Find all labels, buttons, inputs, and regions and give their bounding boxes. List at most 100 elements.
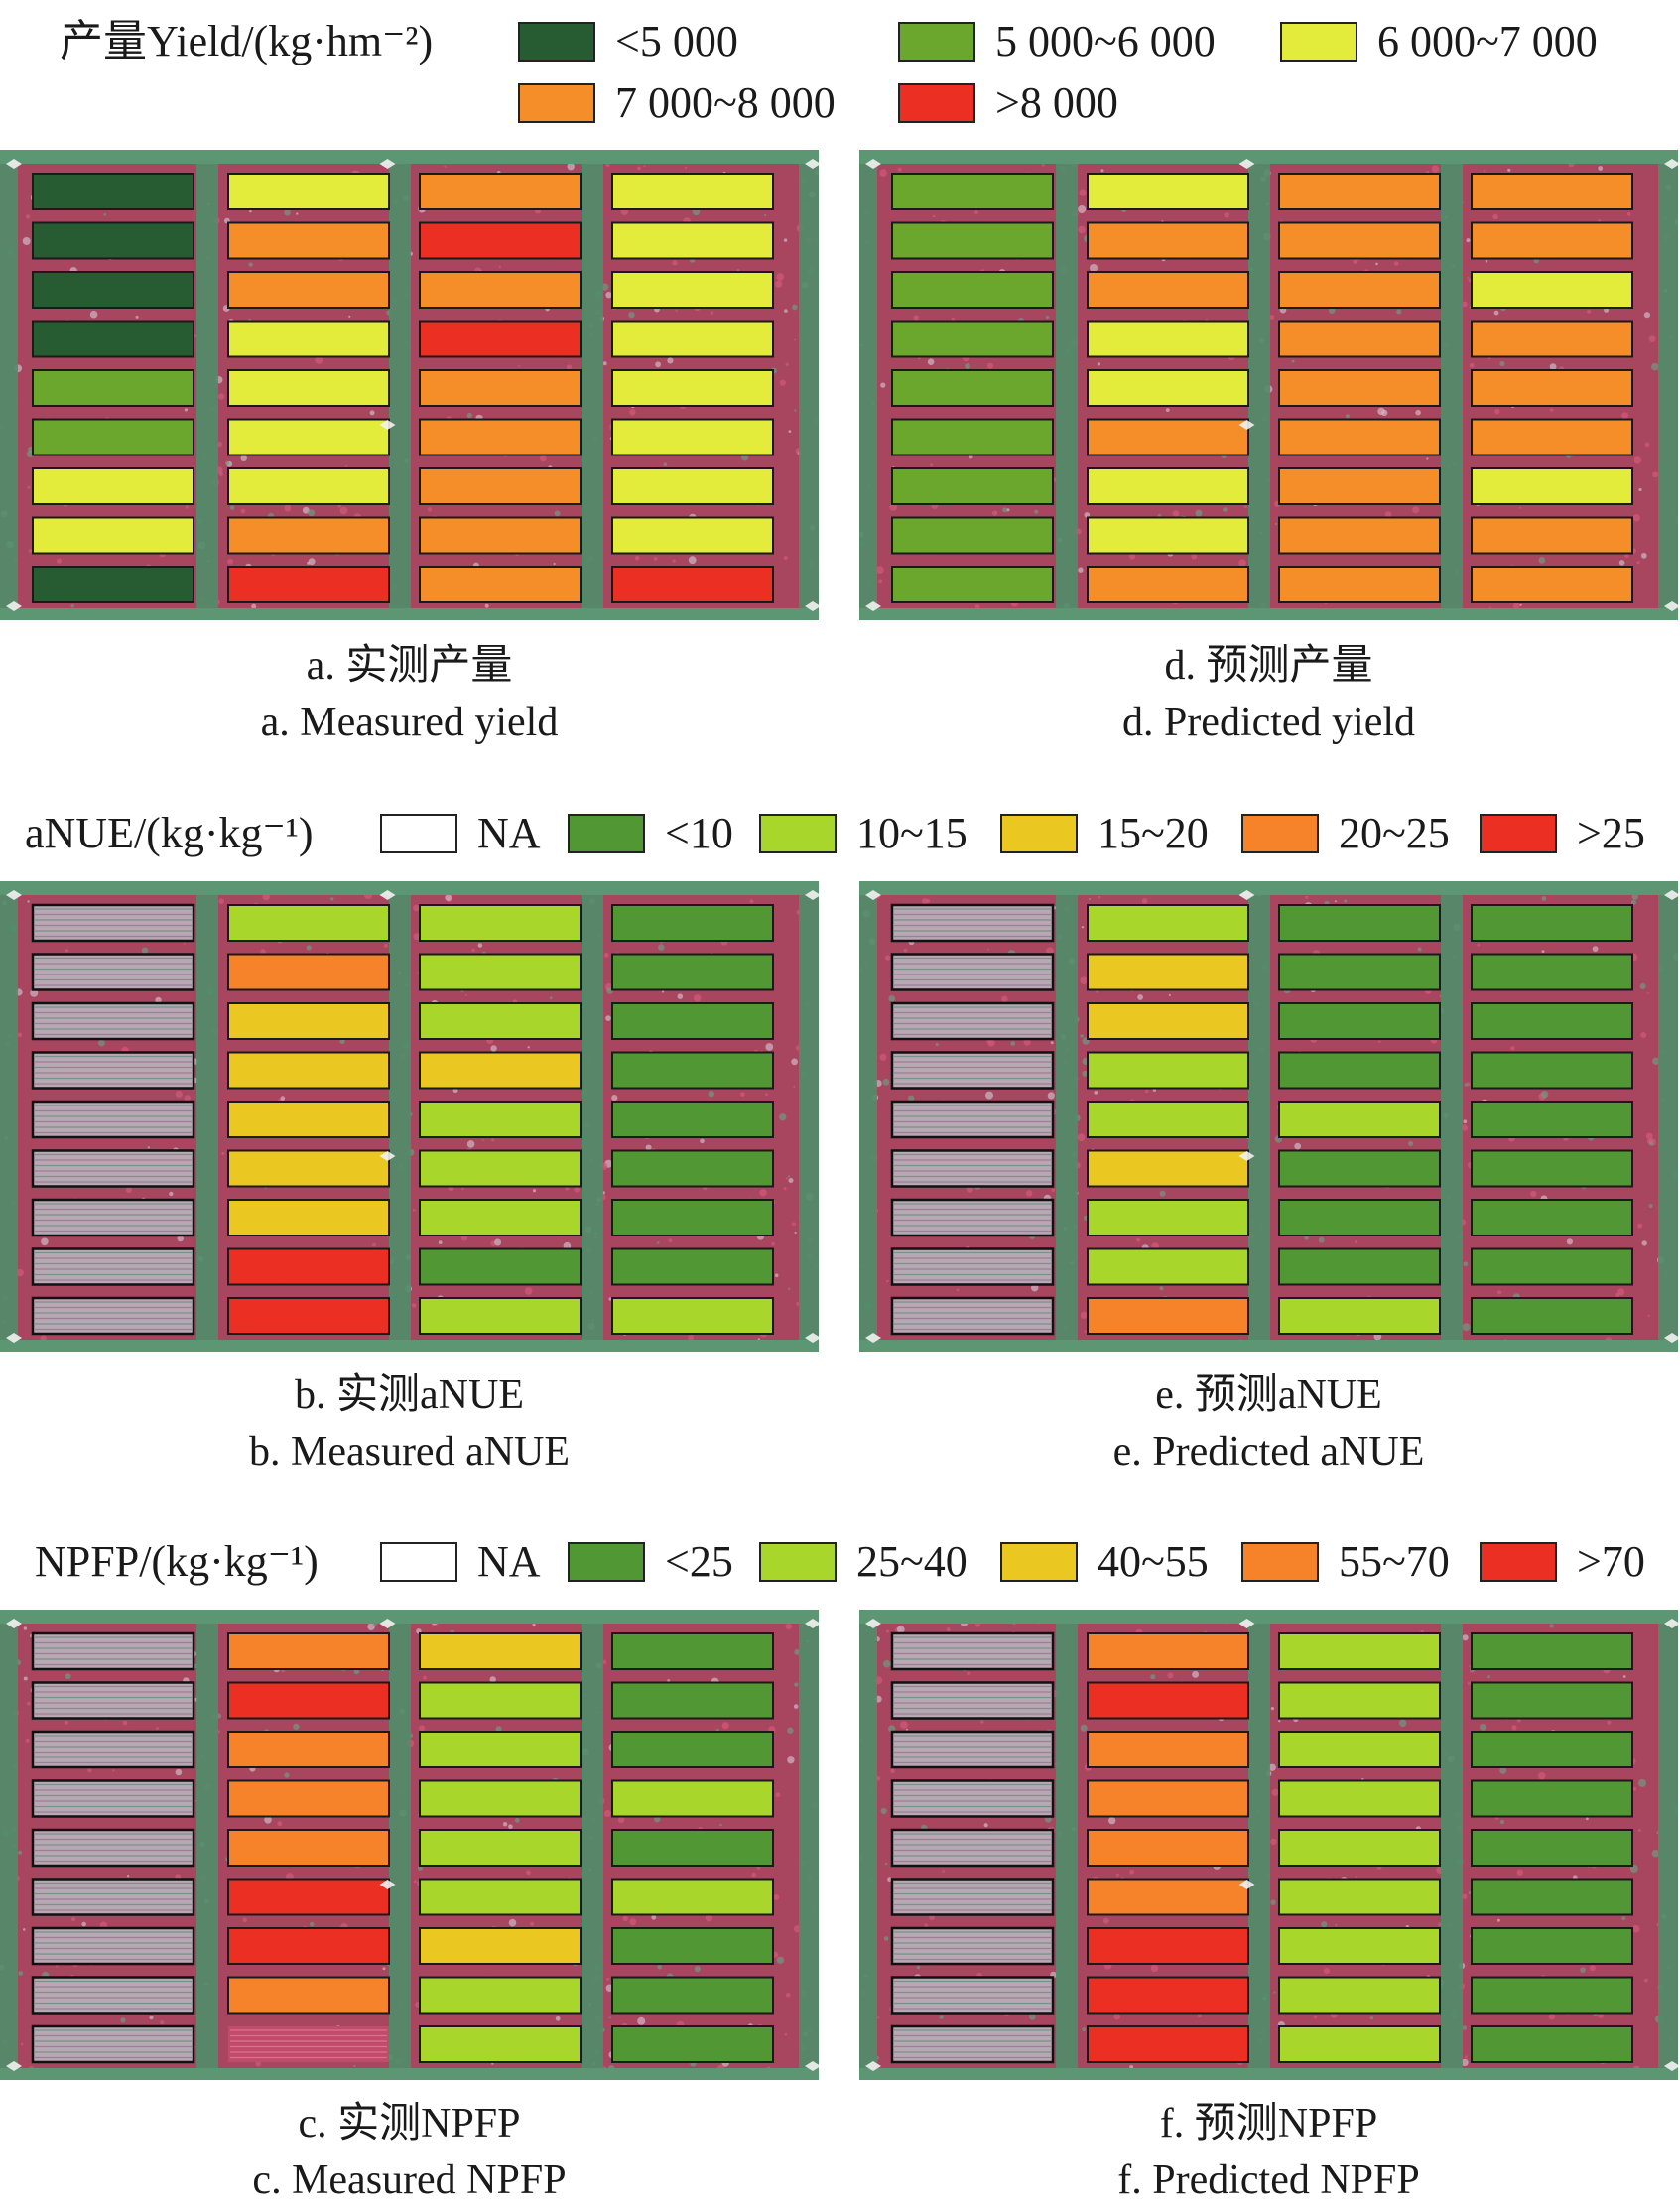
plot-c2 [419,1779,582,1818]
field-speckle [1651,1849,1660,1858]
plot-c4 [227,953,390,991]
plot-c2 [1278,1632,1441,1670]
field-speckle [1540,1090,1549,1099]
plot-c2 [1278,1829,1441,1867]
field-speckle [89,310,98,319]
field-path [1056,150,1078,620]
legend-item: 15~20 [1000,812,1209,855]
caption-cn: d. 预测产量 [1164,643,1373,689]
plot-c3 [611,221,774,260]
field-speckle [17,1032,23,1038]
field-speckle [372,1242,376,1247]
field-speckle [879,1053,887,1061]
field-speckle [1598,2013,1604,2019]
field-speckle [657,1241,660,1244]
field-speckle [792,304,798,311]
plot-na [33,1298,194,1334]
plot-na [892,1780,1053,1817]
field-path [859,1340,1678,1352]
field-speckle [1197,2013,1203,2018]
plot-c3 [227,418,390,456]
plot-na [892,1879,1053,1915]
plot-c2 [419,1297,582,1335]
plot-outline [890,1001,1055,1041]
plot-c1 [1278,1247,1441,1286]
plot-c1 [611,953,774,991]
field-path [1441,150,1463,620]
plot-outline [890,1730,1055,1769]
field-speckle [694,1966,701,1973]
plot-c1 [32,566,194,603]
field-speckle [688,556,697,565]
plot-c2 [1278,1297,1441,1335]
plot-c3 [32,516,194,555]
field-speckle [1041,163,1045,167]
field-path [389,1610,411,2080]
field-speckle [41,1237,49,1246]
plot-c1 [1471,1927,1633,1965]
field-speckle [751,1872,756,1878]
plot-c1 [1471,1632,1633,1670]
plot-c1 [1471,1976,1633,2015]
plot-c3 [1087,369,1249,407]
plot-c1 [1278,1149,1441,1188]
field-path [859,1610,877,2080]
field-path [0,150,819,164]
field-speckle [532,1189,537,1193]
field-speckle [427,507,433,512]
field-speckle [71,1917,76,1922]
field-speckle [1538,557,1546,564]
field-speckle [23,1928,26,1931]
field-speckle [249,209,252,213]
plot-c2 [1087,904,1249,942]
plot-outline [31,1779,195,1818]
field-speckle [1415,409,1421,416]
field-speckle [1631,1924,1640,1933]
plot-c1 [1471,1878,1633,1916]
plot-c4 [1278,369,1441,407]
field-speckle [461,1235,467,1241]
field-speckle [1108,1816,1116,1825]
field-path [859,881,877,1352]
field-speckle [553,562,556,566]
field-speckle [65,1673,71,1680]
plot-c3 [227,467,390,505]
field-speckle [491,1138,495,1142]
aerial-field-map [0,1610,819,2080]
legend-label: 25~40 [856,1537,968,1586]
field-speckle [967,1671,971,1676]
field-speckle [896,1626,905,1634]
field-speckle [330,897,334,901]
field-speckle [794,1649,801,1655]
field-path [196,881,218,1352]
plot-na [892,1003,1053,1039]
field-speckle [224,460,230,465]
field-speckle [884,1862,888,1866]
field-speckle [603,952,609,958]
plot-c1 [1278,1199,1441,1236]
plot-c2 [611,1779,774,1818]
field-speckle [419,1725,426,1732]
field-speckle [1031,1284,1039,1292]
caption-en: b. Measured aNUE [248,1429,571,1475]
ground-marker-icon [379,890,396,900]
field-path [389,150,411,620]
field-speckle [1639,983,1646,989]
legend-label: NA [477,809,541,857]
field-speckle [103,213,107,216]
field-speckle [27,900,30,903]
field-speckle [1541,896,1547,901]
caption-cn: a. 实测产量 [306,643,513,689]
field-speckle [721,1722,729,1730]
field-speckle [1025,1190,1033,1197]
field-speckle [716,1728,719,1732]
plot-c1 [1471,1681,1633,1720]
caption-cn: b. 实测aNUE [295,1372,524,1418]
field-speckle [1507,168,1511,172]
field-speckle [307,561,311,565]
plot-c1 [611,1051,774,1090]
plot-na [33,1682,194,1719]
plot-outline [31,1247,195,1286]
ground-marker-icon [379,1151,396,1161]
plot-outline [31,953,195,991]
